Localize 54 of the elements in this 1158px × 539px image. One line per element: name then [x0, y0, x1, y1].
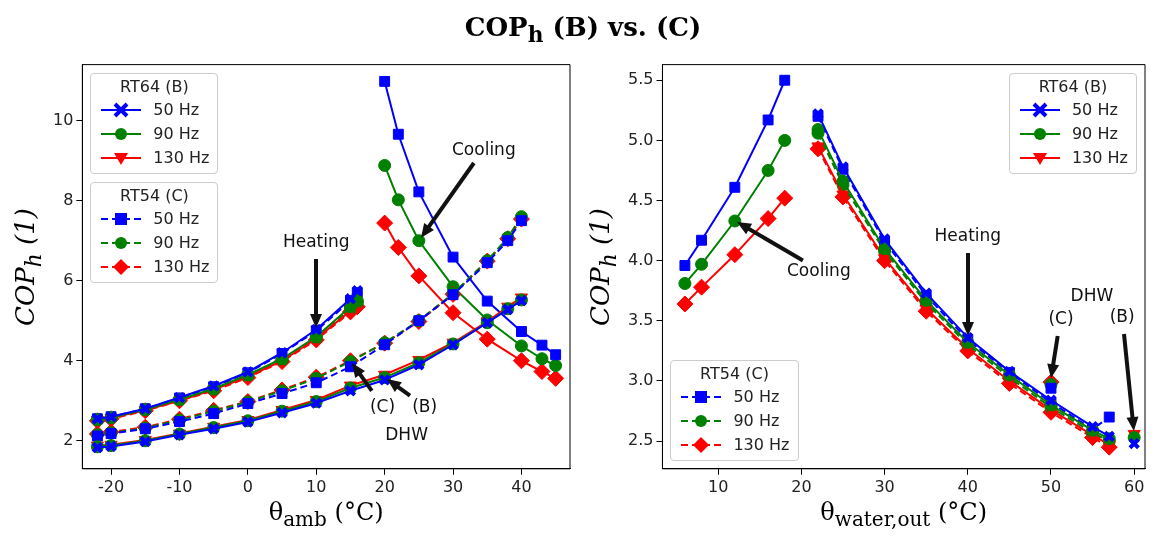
legend-label: 90 Hz [1071, 124, 1118, 144]
annotation: Heating [934, 224, 1002, 245]
y-tick-label: 8 [63, 189, 74, 209]
legend-label: 130 Hz [733, 435, 790, 455]
legend-label: 130 Hz [1071, 148, 1128, 168]
y-tick-label: 5.0 [627, 129, 654, 149]
x-tick-label: 0 [242, 476, 253, 496]
x-tick-label: 30 [442, 476, 464, 496]
annotation: DHW [385, 424, 428, 445]
annotation: (C) [1048, 307, 1074, 328]
annotation: (B) [412, 395, 438, 416]
text: RT64 (B) [1038, 76, 1108, 96]
y-tick-label: 4 [63, 349, 74, 369]
legend-label: 130 Hz [153, 148, 210, 168]
legend-label: 50 Hz [1071, 100, 1118, 120]
x-tick-label: -20 [98, 476, 125, 496]
x-tick-label: 40 [511, 476, 532, 496]
legend-label: 130 Hz [153, 257, 210, 277]
legend-label: 90 Hz [153, 233, 200, 253]
chart-title: COP$_{h}$ (B) vs. (C) [463, 12, 703, 48]
legend-label: 90 Hz [153, 124, 200, 144]
x-tick-label: 30 [874, 476, 895, 496]
annotation: Cooling [786, 259, 851, 280]
y-tick-label: 4.5 [627, 189, 654, 209]
y-tick-label: 2.5 [627, 430, 654, 450]
y-tick-label: 3.0 [627, 370, 654, 390]
x-tick-label: -10 [166, 476, 193, 496]
text: RT64 (B) [120, 76, 189, 96]
x-axis-title: θ$_{amb}$ (°C) [267, 498, 385, 531]
legend-label: 90 Hz [733, 411, 780, 431]
x-tick-label: 20 [374, 476, 395, 496]
y-tick-label: 4.0 [627, 249, 654, 269]
legend-label: 50 Hz [153, 100, 200, 120]
x-tick-label: 60 [1124, 476, 1145, 496]
annotation: Cooling [451, 138, 516, 159]
legend-label: 50 Hz [153, 209, 200, 229]
y-tick-label: 10 [53, 109, 74, 129]
x-axis-title: θ$_{water,out}$ (°C) [819, 498, 989, 531]
x-tick-label: 20 [791, 476, 812, 496]
annotation: Heating [282, 230, 350, 251]
text: RT54 (C) [700, 363, 769, 383]
annotation: (B) [1109, 305, 1135, 326]
x-tick-label: 50 [1040, 476, 1062, 496]
x-tick-label: 40 [957, 476, 978, 496]
y-tick-label: 6 [63, 269, 74, 289]
x-tick-label: 10 [306, 476, 327, 496]
annotation: DHW [1070, 284, 1114, 305]
y-tick-label: 3.5 [627, 309, 654, 329]
text: RT54 (C) [119, 185, 189, 205]
y-tick-label: 5.5 [627, 69, 654, 89]
x-tick-label: 10 [708, 476, 729, 496]
annotation: (C) [369, 395, 396, 416]
legend-label: 50 Hz [733, 387, 780, 407]
y-tick-label: 2 [63, 429, 74, 449]
